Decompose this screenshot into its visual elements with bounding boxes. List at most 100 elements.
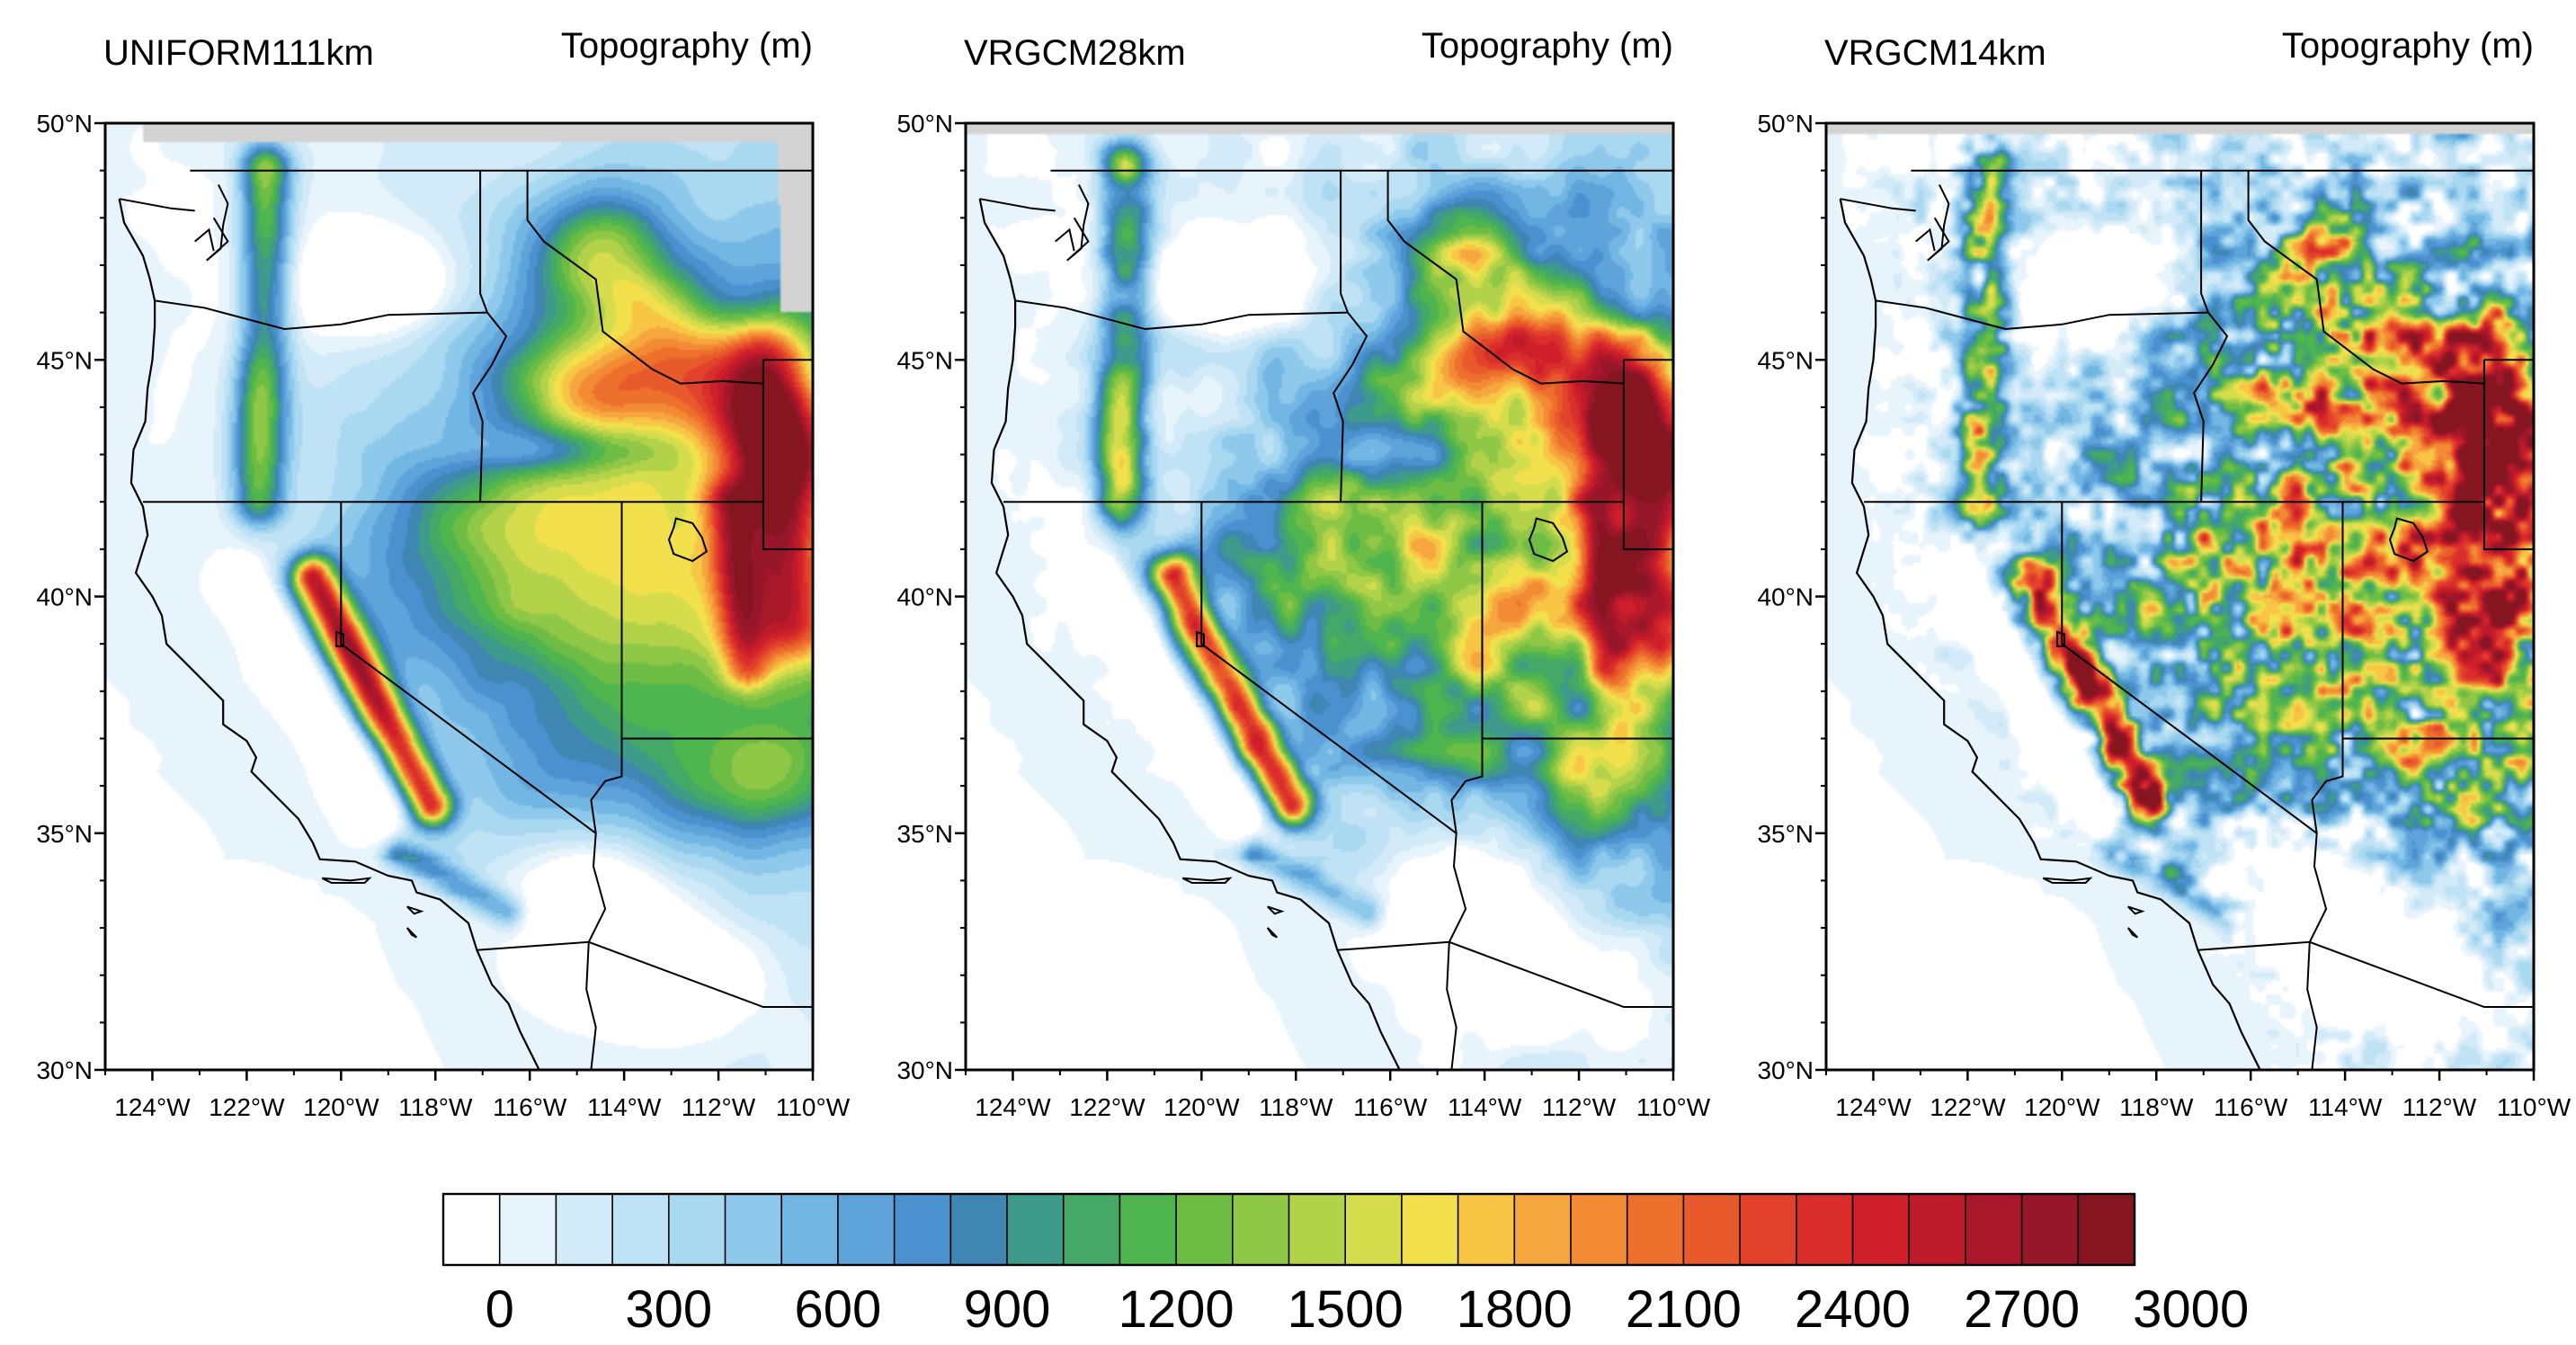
colorbar-swatch (2077, 1193, 2136, 1266)
state-border (2061, 502, 2328, 943)
lon-tick-label: 120°W (1163, 1093, 1240, 1121)
island-outline (1181, 877, 1233, 884)
lat-tick-label: 30°N (36, 1056, 93, 1084)
lon-tick-label: 118°W (1259, 1093, 1333, 1121)
colorbar-swatch (893, 1193, 952, 1266)
colorbar-swatch (1739, 1193, 1797, 1266)
colorbar-swatch (555, 1193, 614, 1266)
state-border (1014, 299, 1349, 331)
map-panel-vrgcm14km: VRGCM14km Topography (m) 50°N 45°N 40°N 35°… (1757, 26, 2571, 1121)
puget-sound (1066, 183, 1090, 262)
puget-sound (1915, 227, 1936, 252)
puget-sound (194, 227, 215, 252)
state-border (1622, 360, 1673, 550)
colorbar-swatch (1851, 1193, 1911, 1266)
coastline-and-borders (118, 169, 813, 1070)
island-outline (321, 877, 372, 884)
island-outline (1267, 905, 1285, 915)
colorbar-label: 300 (625, 1280, 712, 1339)
lat-tick-label: 50°N (36, 110, 93, 138)
lon-tick-label: 122°W (1069, 1093, 1145, 1121)
lon-tick-label: 112°W (2402, 1093, 2477, 1121)
colorbar-swatch (1570, 1193, 1628, 1266)
puget-sound (206, 183, 229, 262)
panel-title: VRGCM14km (1824, 33, 2046, 73)
island-outline (1266, 927, 1279, 939)
lake-outline (1528, 517, 1569, 563)
lon-tick-label: 114°W (2308, 1093, 2383, 1121)
colorbar-swatch (498, 1193, 557, 1266)
coastline (978, 198, 1401, 1070)
state-border (1875, 299, 2209, 331)
state-border (1386, 170, 1624, 385)
map-panel-vrgcm28km: VRGCM28km Topography (m) 50°N 45°N 40°N 35°… (896, 26, 1710, 1121)
colorbar-label: 900 (964, 1280, 1051, 1339)
colorbar-swatch (1062, 1193, 1121, 1266)
state-border (1200, 502, 1467, 943)
island-outline (2127, 905, 2145, 915)
state-border (590, 738, 623, 833)
lon-tick-label: 116°W (493, 1093, 567, 1121)
colorbar-swatch (837, 1193, 896, 1266)
colorbar-swatch (1006, 1193, 1065, 1266)
colorbar-label: 1200 (1119, 1280, 1235, 1339)
lon-tick-label: 124°W (1835, 1093, 1912, 1121)
lat-tick-label: 45°N (1757, 346, 1814, 374)
lat-tick-label: 50°N (1757, 110, 1814, 138)
island-outline (2126, 927, 2139, 939)
colorbar-swatch (1232, 1193, 1290, 1266)
colorbar-swatch (949, 1193, 1009, 1266)
colorbar-swatch (1682, 1193, 1742, 1266)
coastline (118, 198, 540, 1070)
colorbar-swatch (780, 1193, 840, 1266)
lon-tick-label: 116°W (1353, 1093, 1428, 1121)
state-border (585, 941, 597, 1070)
lat-tick-label: 40°N (1757, 583, 1814, 611)
topography-field (105, 123, 813, 1070)
lon-tick-label: 116°W (2214, 1093, 2288, 1121)
state-border (1450, 738, 1484, 833)
lon-tick-label: 114°W (587, 1093, 662, 1121)
panel-variable-label: Topography (m) (2282, 26, 2534, 66)
puget-sound (1927, 183, 1950, 262)
lake-outline (667, 517, 709, 563)
colorbar-label: 600 (795, 1280, 882, 1339)
lake-outline (1196, 630, 1205, 647)
colorbar-label: 1800 (1457, 1280, 1573, 1339)
island-outline (406, 905, 424, 915)
state-border (477, 940, 813, 1008)
colorbar-label: 2100 (1626, 1280, 1742, 1339)
panel-variable-label: Topography (m) (1422, 26, 1673, 66)
map-panel-uniform111km: UNIFORM111km Topography (m) 50°N 45°N 40°N… (36, 26, 850, 1121)
lon-tick-label: 114°W (1448, 1093, 1522, 1121)
colorbar-label: 2400 (1795, 1280, 1911, 1339)
lake-outline (2388, 517, 2429, 563)
island-outline (406, 927, 418, 939)
lat-tick-label: 45°N (36, 346, 93, 374)
coastline (119, 198, 195, 212)
lat-tick-label: 45°N (896, 346, 953, 374)
colorbar-swatch (1344, 1193, 1403, 1266)
colorbar-swatch (667, 1193, 726, 1266)
colorbar-swatch (1175, 1193, 1234, 1266)
topography-field (966, 123, 1673, 1070)
coastline-and-borders (978, 169, 1673, 1070)
state-border (2193, 170, 2229, 503)
colorbar-swatch (1119, 1193, 1178, 1266)
lon-tick-label: 120°W (303, 1093, 379, 1121)
panel-title: UNIFORM111km (103, 33, 374, 73)
colorbar-swatch (1796, 1193, 1854, 1266)
lon-tick-label: 118°W (398, 1093, 473, 1121)
island-outline (2042, 877, 2093, 884)
colorbar-swatch (2020, 1193, 2080, 1266)
lat-tick-label: 30°N (896, 1056, 953, 1084)
axis-ticks: 50°N 45°N 40°N 35°N 30°N 124°W 122°W 120°W 118°W… (36, 110, 850, 1121)
state-border (1337, 940, 1673, 1008)
colorbar-swatch (1288, 1193, 1347, 1266)
state-border (2311, 738, 2344, 833)
lat-tick-label: 40°N (896, 583, 953, 611)
state-border (340, 502, 607, 943)
state-border (2247, 170, 2484, 385)
lon-tick-label: 118°W (2119, 1093, 2194, 1121)
panel-title: VRGCM28km (964, 33, 1186, 73)
